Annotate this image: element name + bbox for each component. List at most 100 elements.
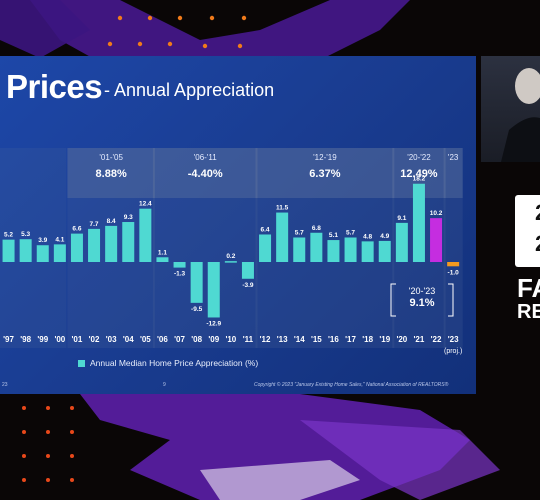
tick-label: '22 [431, 335, 442, 344]
period-label: '12-'19 [313, 153, 337, 162]
bar [70, 233, 83, 262]
tick-label: '17 [345, 335, 356, 344]
tick-label: '21 [414, 335, 425, 344]
data-label: 6.4 [261, 226, 270, 233]
period-average: 6.37% [309, 168, 340, 180]
bar [361, 241, 374, 262]
bar [378, 240, 391, 262]
tick-label: '19 [379, 335, 390, 344]
tick-label: '03 [106, 335, 117, 344]
tick-label: '15 [311, 335, 322, 344]
bar [224, 261, 237, 263]
tick-label: '06 [157, 335, 168, 344]
callout-box: '20-'23 9.1% [390, 283, 454, 317]
bar [19, 239, 32, 262]
bar [430, 218, 443, 262]
bar [327, 240, 340, 262]
data-label: 4.1 [55, 236, 64, 243]
data-label: -1.3 [174, 271, 186, 278]
data-label: 6.6 [72, 226, 81, 233]
brand-line1: 2 [535, 200, 540, 226]
data-label: -12.9 [206, 320, 221, 327]
period-label: '06-'11 [194, 153, 217, 162]
orange-dot-pattern-top [107, 15, 247, 49]
data-label: 3.9 [38, 237, 47, 244]
tick-label: '23 [448, 335, 459, 344]
bar [276, 212, 289, 262]
tick-label: '98 [20, 335, 31, 344]
tick-label: '12 [260, 335, 271, 344]
brand-box: 2 2 [515, 195, 540, 267]
data-label: 9.3 [124, 214, 133, 221]
tick-label: '97 [3, 335, 14, 344]
tick-note: (proj.) [444, 348, 462, 355]
period-label: '01-'05 [99, 153, 123, 162]
slide-copyright: Copyright © 2023 "January Existing Home … [254, 382, 449, 388]
period-column [152, 198, 258, 348]
period-column [443, 198, 463, 348]
legend-label: Annual Median Home Price Appreciation (%… [90, 358, 259, 368]
chart-legend: Annual Median Home Price Appreciation (%… [78, 358, 258, 368]
data-label: 6.8 [312, 225, 321, 232]
bar [53, 244, 66, 262]
tick-label: '99 [37, 335, 48, 344]
bar [173, 262, 186, 268]
slide-subtitle: - Annual Appreciation [104, 80, 275, 100]
period-average: 12.49% [400, 168, 438, 180]
callout-period: '20-'23 [408, 286, 436, 296]
data-label: 10.2 [430, 210, 443, 217]
bar [122, 222, 135, 262]
event-brand-mark: 2 2 FA RE [507, 195, 540, 335]
data-label: 12.4 [139, 201, 152, 208]
tick-label: '13 [277, 335, 288, 344]
period-panel [152, 148, 258, 198]
bar [259, 234, 272, 262]
data-label: -9.5 [191, 306, 203, 313]
bar [156, 257, 169, 262]
data-label: 18.2 [413, 176, 426, 183]
data-label: 5.3 [21, 231, 30, 238]
period-panel [67, 148, 155, 198]
callout-value: 9.1% [409, 297, 435, 309]
brand-word1: FA [517, 273, 540, 303]
data-label: 5.7 [295, 229, 304, 236]
period-average: -4.40% [188, 168, 223, 180]
speaker-silhouette [501, 68, 540, 162]
appreciation-bar-chart: '01-'05 8.88% '06-'11 -4.40% '12-'19 6.37% '20… [0, 148, 463, 355]
data-label: 0.2 [226, 253, 235, 260]
data-label: 8.4 [107, 218, 116, 225]
bar [190, 262, 203, 303]
tick-label: '05 [140, 335, 151, 344]
bar [88, 228, 101, 262]
data-label: 5.2 [4, 232, 13, 239]
brand-line2: 2 [535, 231, 540, 257]
slide-footer-left: 23 [2, 382, 8, 388]
bar [412, 183, 425, 262]
tick-label: '18 [362, 335, 373, 344]
presentation-slide: Prices - Annual Appreciation '01-'05 8.88… [0, 56, 476, 394]
speaker-video-feed [481, 56, 540, 162]
tick-label: '09 [208, 335, 219, 344]
tick-label: '20 [396, 335, 407, 344]
tick-label: '04 [123, 335, 134, 344]
bar [2, 239, 15, 262]
data-label: -1.0 [448, 269, 460, 276]
bar [344, 237, 357, 262]
bar [139, 208, 152, 262]
bar [207, 262, 220, 318]
data-label: 1.1 [158, 249, 167, 256]
bar [395, 222, 408, 262]
period-label: '20-'22 [407, 153, 431, 162]
orange-dot-pattern-bottom [22, 406, 74, 482]
data-label: 11.5 [276, 205, 289, 212]
tick-label: '11 [243, 335, 254, 344]
tick-label: '02 [89, 335, 100, 344]
period-label: '23 [448, 153, 459, 162]
bar [36, 245, 49, 262]
slide-title: Prices [6, 68, 103, 105]
tick-label: '01 [72, 335, 83, 344]
bar [241, 262, 254, 279]
legend-swatch [78, 359, 85, 367]
bar [447, 262, 460, 267]
tick-label: '14 [294, 335, 305, 344]
